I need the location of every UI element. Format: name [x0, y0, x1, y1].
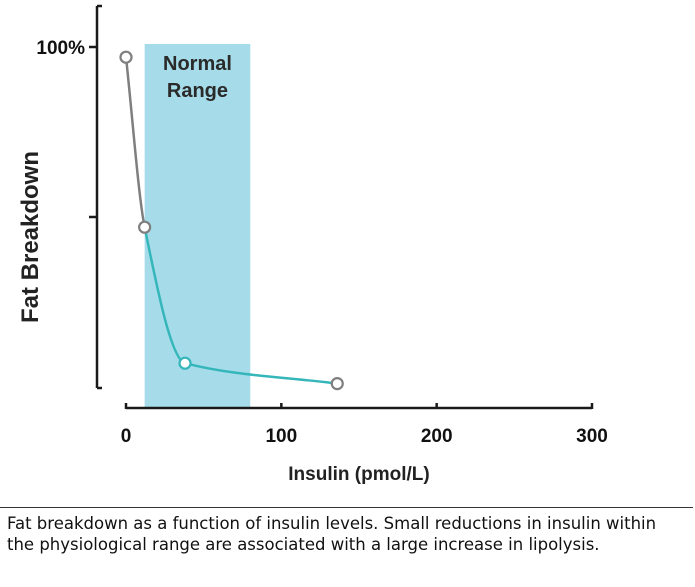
data-point-1: [138, 220, 152, 234]
point-layer: [119, 50, 344, 391]
axis-layer: [89, 4, 594, 410]
data-point-0: [119, 50, 133, 64]
text-layer: Normal Range 100% Fat Breakdown 0 100 200 300 In…: [17, 38, 608, 485]
y-axis-title: Fat Breakdown: [17, 151, 44, 323]
normal-range-band-layer: [144, 44, 251, 408]
y-tick-label-2: 100%: [36, 38, 85, 59]
x-axis-title: Insulin (pmol/L): [288, 464, 429, 485]
normal-range-band: [144, 44, 251, 408]
x-tick-label-0: 0: [121, 426, 132, 447]
curve-segment-outside-0: [124, 57, 145, 228]
x-tick-label-3: 300: [576, 426, 608, 447]
x-tick-label-1: 100: [265, 426, 297, 447]
x-tick-label-2: 200: [421, 426, 453, 447]
curve-segment-inside-2: [184, 361, 338, 385]
normal-range-label-line2: Range: [167, 80, 228, 102]
normal-range-label-line1: Normal: [163, 53, 232, 75]
data-point-3: [330, 377, 344, 391]
data-point-2: [178, 356, 192, 370]
fat-breakdown-chart: Normal Range 100% Fat Breakdown 0 100 200 300 In…: [17, 4, 608, 485]
figure-caption: Fat breakdown as a function of insulin l…: [0, 507, 693, 585]
